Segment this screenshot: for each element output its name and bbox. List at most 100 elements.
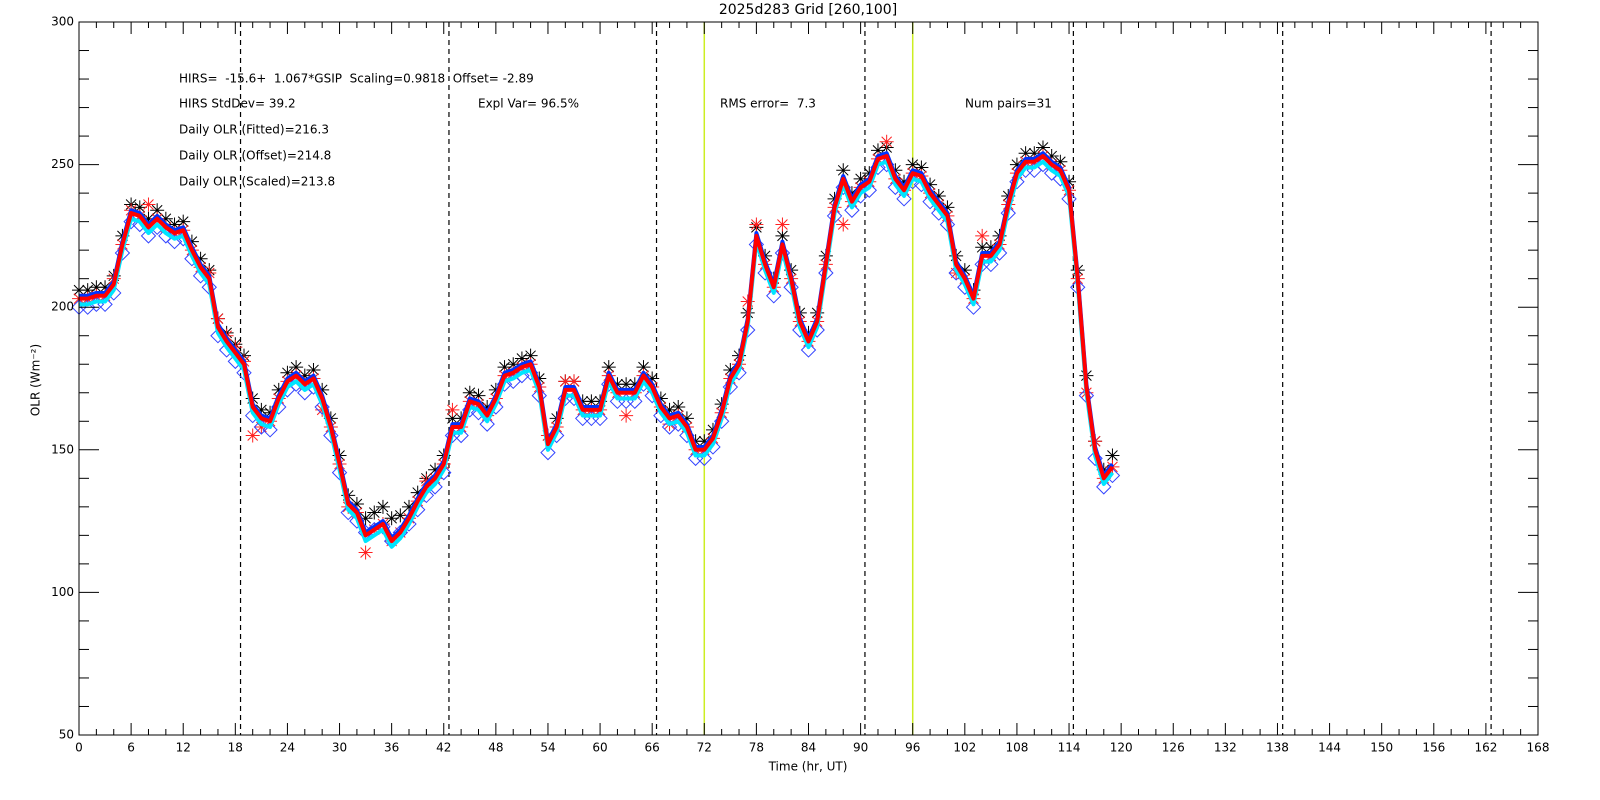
x-tick-label: 84 [801,741,816,755]
diamond-marker [331,464,348,481]
diamond-marker [140,228,157,244]
asterisk-marker [514,351,529,366]
data-line [79,154,1115,544]
asterisk-marker [245,428,260,443]
asterisk-marker [940,200,955,215]
asterisk-marker [914,160,929,175]
asterisk-marker [306,362,321,377]
diamond-marker [540,444,556,461]
x-tick-label: 144 [1318,741,1341,755]
asterisk-marker [888,163,903,178]
asterisk-marker [619,377,634,392]
asterisk-marker [775,217,790,232]
asterisk-marker [975,228,990,243]
asterisk-marker [462,385,477,400]
x-tick-label: 168 [1527,741,1550,755]
asterisk-marker [723,362,738,377]
asterisk-marker [158,211,173,226]
asterisk-marker [1053,154,1068,169]
asterisk-marker [375,499,390,514]
asterisk-marker [584,394,599,409]
asterisk-marker [263,405,278,420]
asterisk-marker [358,545,373,560]
chart-title: 2025d283 Grid [260,100] [719,2,897,18]
asterisk-marker [870,143,885,158]
asterisk-marker [957,263,972,278]
x-tick-label: 18 [228,741,243,755]
y-tick-label: 250 [51,157,74,171]
x-tick-label: 96 [905,741,920,755]
y-tick-label: 300 [51,15,74,29]
annotation: Daily OLR (Scaled)=213.8 [179,175,335,189]
asterisk-marker [150,203,165,218]
x-tick-label: 78 [749,741,764,755]
x-tick-label: 6 [127,741,135,755]
annotation: Daily OLR (Offset)=214.8 [179,149,331,163]
asterisk-marker [488,382,503,397]
asterisk-marker [567,374,582,389]
asterisk-marker [1044,149,1059,164]
asterisk-marker [905,157,920,172]
asterisk-marker [141,197,156,212]
asterisk-marker [419,474,434,489]
asterisk-marker [254,402,269,417]
asterisk-marker [141,211,156,226]
diamond-marker [844,202,860,218]
asterisk-marker [1018,146,1033,161]
asterisk-marker [271,382,286,397]
x-tick-label: 132 [1214,741,1237,755]
diamond-marker [896,191,912,207]
asterisk-marker [506,357,521,372]
asterisk-marker [931,188,946,203]
asterisk-marker [610,377,625,392]
asterisk-marker [801,325,816,340]
asterisk-marker [983,240,998,255]
asterisk-marker [358,511,373,526]
asterisk-marker [1009,157,1024,172]
asterisk-marker [184,234,199,249]
asterisk-marker [601,360,616,375]
x-tick-label: 138 [1266,741,1289,755]
asterisk-marker [662,402,677,417]
asterisk-marker [975,240,990,255]
asterisk-marker [697,434,712,449]
x-axis-label: Time (hr, UT) [768,760,848,774]
x-tick-label: 12 [176,741,191,755]
x-tick-label: 54 [540,741,555,755]
asterisk-marker [636,360,651,375]
diamond-marker [1009,174,1025,190]
asterisk-marker [89,280,104,295]
diamond-marker [861,182,877,198]
diamond-marker [800,342,817,358]
x-tick-label: 72 [697,741,712,755]
x-tick-label: 0 [75,741,83,755]
asterisk-marker [879,134,894,149]
annotation: Daily OLR (Fitted)=216.3 [179,123,329,137]
asterisk-marker [619,408,634,423]
diamond-marker [479,416,495,432]
x-tick-label: 36 [384,741,399,755]
asterisk-marker [176,214,191,229]
asterisk-marker [853,171,868,186]
x-tick-label: 66 [645,741,660,755]
asterisk-marker [367,505,382,520]
diamond-marker [323,427,339,444]
x-tick-label: 30 [332,741,347,755]
annotation: RMS error= 7.3 [720,97,816,111]
x-tick-label: 156 [1422,741,1445,755]
asterisk-marker [480,400,495,415]
asterisk-marker [523,348,538,363]
x-tick-label: 42 [436,741,451,755]
asterisk-marker [410,485,425,500]
asterisk-marker [532,371,547,386]
x-tick-label: 162 [1474,741,1497,755]
diamond-marker [1000,205,1016,221]
diamond-marker [722,379,739,395]
diamond-marker [1043,165,1060,181]
asterisk-marker [836,163,851,178]
asterisk-marker [1062,174,1077,189]
annotation: HIRS= -15.6+ 1.067*GSIP Scaling=0.9818 O… [179,72,534,86]
asterisk-marker [836,217,851,232]
